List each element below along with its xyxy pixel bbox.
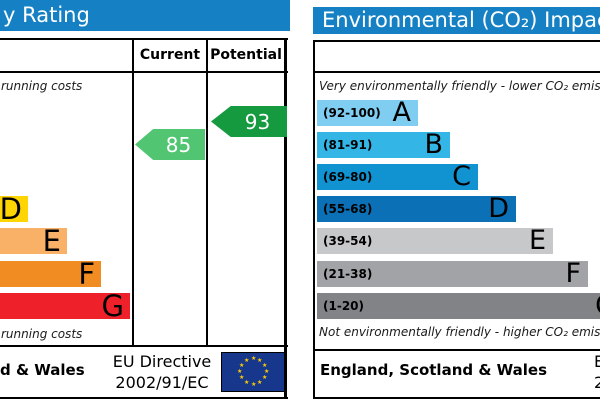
co2-band-d-range: (55-68) bbox=[323, 202, 373, 216]
eu-star-icon: ★ bbox=[239, 362, 245, 369]
right-caption-bottom: Not environmentally friendly - higher CO… bbox=[319, 325, 600, 339]
co2-band-g: (1-20) G bbox=[317, 292, 600, 319]
co2-band-f-letter: F bbox=[565, 258, 581, 289]
eu-star-icon: ★ bbox=[262, 362, 268, 369]
energy-band-d-letter: D bbox=[0, 192, 22, 226]
eu-flag-icon: ★ ★ ★ ★ ★ ★ ★ ★ ★ ★ ★ ★ bbox=[221, 352, 285, 392]
co2-band-a: (92-100) A bbox=[317, 97, 418, 128]
eu-star-icon: ★ bbox=[237, 368, 243, 375]
co2-band-c-letter: C bbox=[452, 161, 471, 192]
left-caption-bottom: running costs bbox=[1, 327, 83, 341]
eu-star-icon: ★ bbox=[244, 357, 250, 364]
co2-band-b-range: (81-91) bbox=[323, 138, 373, 152]
co2-band-d-letter: D bbox=[488, 193, 509, 224]
energy-band-e: E bbox=[0, 224, 67, 258]
current-column-header: Current bbox=[139, 47, 201, 63]
left-table-potential-column-border bbox=[206, 38, 208, 347]
energy-rating-title-bar: y Rating bbox=[0, 0, 290, 31]
potential-rating-arrow: 93 bbox=[211, 106, 287, 137]
current-rating-arrow: 85 bbox=[135, 129, 205, 160]
co2-band-e: (39-54) E bbox=[317, 225, 553, 256]
left-table-current-column-border bbox=[132, 38, 134, 347]
right-eu-directive-label-cropped: EU Directive 2002/91/EC bbox=[594, 351, 600, 393]
co2-band-e-range: (39-54) bbox=[323, 234, 373, 248]
energy-band-g: G bbox=[0, 289, 130, 323]
left-table-top-border bbox=[0, 38, 288, 40]
eu-star-icon: ★ bbox=[257, 357, 263, 364]
right-footer-region-label: England, Scotland & Wales bbox=[320, 361, 548, 379]
right-table-header-border bbox=[313, 71, 600, 73]
right-table-bottom-border bbox=[313, 397, 600, 399]
eu-star-icon: ★ bbox=[257, 379, 263, 386]
eu-star-icon: ★ bbox=[244, 379, 250, 386]
co2-band-c-range: (69-80) bbox=[323, 170, 373, 184]
co2-band-f: (21-38) F bbox=[317, 258, 588, 289]
left-table-bottom-border bbox=[0, 397, 288, 399]
co2-band-g-letter: G bbox=[595, 292, 600, 319]
co2-band-c: (69-80) C bbox=[317, 161, 478, 192]
left-table-right-border bbox=[284, 38, 287, 399]
right-table-top-border bbox=[313, 40, 600, 42]
co2-band-g-range: (1-20) bbox=[323, 299, 364, 313]
right-eu-directive-line1: EU Directive bbox=[594, 352, 600, 371]
energy-band-d: D bbox=[0, 192, 28, 226]
left-footer-region-label: d & Wales bbox=[0, 361, 85, 379]
co2-band-e-letter: E bbox=[528, 225, 546, 256]
left-caption-top: running costs bbox=[1, 79, 83, 93]
eu-star-icon: ★ bbox=[262, 374, 268, 381]
co2-band-b-letter: B bbox=[424, 129, 443, 160]
eu-directive-line2: 2002/91/EC bbox=[115, 373, 209, 392]
co2-band-f-range: (21-38) bbox=[323, 267, 373, 281]
co2-band-d: (55-68) D bbox=[317, 193, 516, 224]
energy-band-e-letter: E bbox=[42, 224, 61, 258]
co2-impact-title-bar: Environmental (CO₂) Impact Rating bbox=[313, 7, 600, 34]
energy-band-f: F bbox=[0, 257, 101, 291]
left-table-footer-border bbox=[0, 345, 288, 347]
right-table-left-border bbox=[313, 40, 315, 399]
co2-band-a-letter: A bbox=[392, 97, 411, 128]
right-table-footer-border bbox=[313, 349, 600, 351]
eu-star-icon: ★ bbox=[251, 381, 257, 388]
co2-band-b: (81-91) B bbox=[317, 129, 450, 160]
left-table-header-border bbox=[0, 71, 288, 73]
energy-band-f-letter: F bbox=[78, 257, 95, 291]
potential-column-header: Potential bbox=[210, 47, 282, 63]
eu-directive-line1: EU Directive bbox=[112, 352, 212, 371]
eu-star-icon: ★ bbox=[264, 368, 270, 375]
eu-directive-label: EU Directive 2002/91/EC bbox=[106, 351, 218, 393]
energy-band-g-letter: G bbox=[101, 289, 124, 323]
co2-band-a-range: (92-100) bbox=[323, 106, 381, 120]
eu-star-icon: ★ bbox=[239, 374, 245, 381]
eu-star-icon: ★ bbox=[251, 355, 257, 362]
right-caption-top: Very environmentally friendly - lower CO… bbox=[319, 79, 600, 93]
right-eu-directive-line2: 2002/91/EC bbox=[594, 373, 600, 392]
